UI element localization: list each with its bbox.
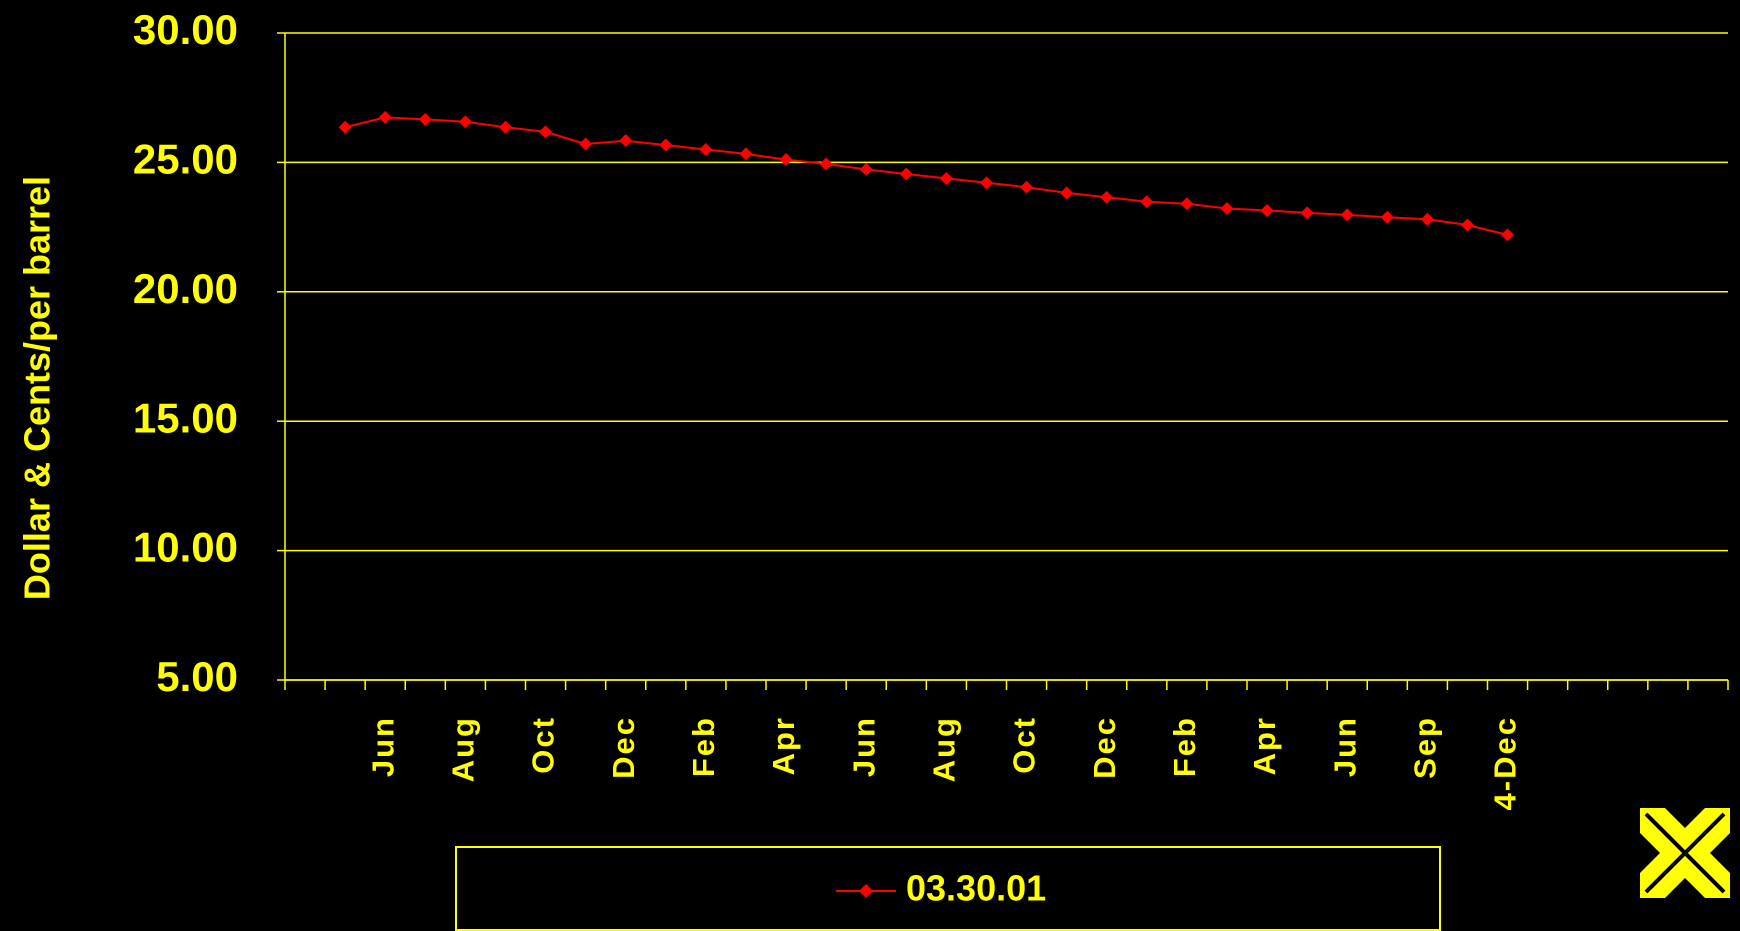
marker [1340,208,1354,222]
x-tick-label: Oct [526,716,561,774]
logo [1640,808,1730,898]
marker [939,171,953,185]
x-tick-label: Aug [927,716,962,782]
series-line [344,116,1508,236]
marker [539,125,553,139]
x-tick-label: Aug [446,716,481,782]
marker [418,112,432,126]
marker [859,162,873,176]
marker [1260,204,1274,218]
marker [1060,186,1074,200]
legend-box [455,846,1441,931]
y-tick-label: 5.00 [156,653,238,700]
x-tick-label: Feb [686,716,721,777]
marker [979,176,993,190]
marker [378,110,392,124]
marker [1460,218,1474,232]
marker [819,157,833,171]
marker [1420,212,1434,226]
marker [1300,206,1314,220]
y-tick-label: 10.00 [133,524,238,571]
x-tick-label: Feb [1167,716,1202,777]
legend-marker [859,884,873,898]
x-tick-label: Oct [1007,716,1042,774]
y-tick-label: 20.00 [133,265,238,312]
marker [1180,197,1194,211]
x-tick-label: Dec [606,716,641,779]
marker [899,167,913,181]
x-tick-label: Jun [846,716,881,777]
marker [1140,195,1154,209]
legend-label: 03.30.01 [906,868,1046,909]
marker [1220,201,1234,215]
y-tick-label: 30.00 [133,6,238,53]
y-tick-label: 15.00 [133,394,238,441]
marker [1501,228,1515,242]
marker [498,120,512,134]
marker [779,153,793,167]
marker [1380,210,1394,224]
x-tick-label: Apr [1247,716,1282,775]
x-tick-label: 4-Dec [1488,716,1523,810]
x-tick-label: Dec [1087,716,1122,779]
marker [699,142,713,156]
marker [458,115,472,129]
x-tick-label: Sep [1408,716,1443,779]
marker [739,147,753,161]
x-tick-label: Jun [365,716,400,777]
marker [1020,180,1034,194]
x-tick-label: Apr [766,716,801,775]
y-axis-title: Dollar & Cents/per barrel [17,176,58,600]
marker [619,134,633,148]
marker [1100,190,1114,204]
marker [338,120,352,134]
x-tick-label: Jun [1327,716,1362,777]
marker [579,137,593,151]
y-tick-label: 25.00 [133,135,238,182]
marker [659,138,673,152]
